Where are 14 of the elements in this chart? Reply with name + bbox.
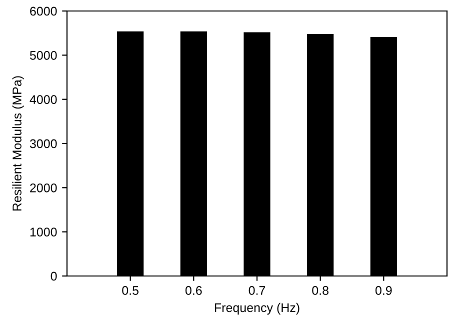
x-tick-label: 0.7 bbox=[248, 286, 266, 295]
y-tick-label: 1000 bbox=[30, 228, 57, 236]
x-tick-label: 0.9 bbox=[375, 286, 392, 295]
y-tick-label: 3000 bbox=[30, 139, 57, 148]
y-tick-label: 5000 bbox=[30, 50, 57, 60]
x-tick-label: 0.8 bbox=[312, 286, 328, 295]
x-axis-title: Frequency (Hz) bbox=[214, 302, 300, 315]
y-axis-title: Resilient Modulus (MPa) bbox=[12, 76, 24, 211]
x-tick-label: 0.6 bbox=[185, 286, 202, 295]
y-tick-label: 0 bbox=[50, 272, 57, 281]
y-tick-label: 4000 bbox=[30, 95, 57, 104]
x-tick-label: 0.5 bbox=[122, 286, 138, 295]
y-tick-label: 2000 bbox=[30, 183, 57, 192]
y-tick-label: 6000 bbox=[30, 6, 57, 16]
